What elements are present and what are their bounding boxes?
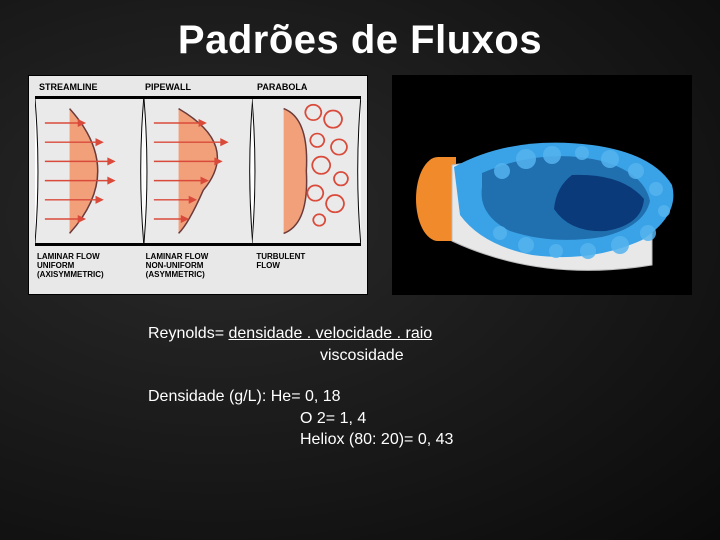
density-o2: O 2= 1, 4 bbox=[148, 408, 720, 430]
formula-numerator: densidade . velocidade . raio bbox=[229, 325, 433, 342]
top-label-streamline: STREAMLINE bbox=[35, 82, 143, 92]
flow-diagram: STREAMLINE PIPEWALL PARABOLA bbox=[28, 75, 368, 295]
pipe-laminar-uniform bbox=[35, 96, 144, 246]
bottom-label-2: LAMINAR FLOWNON-UNIFORM(ASYMMETRIC) bbox=[142, 252, 251, 280]
density-heliox: Heliox (80: 20)= 0, 43 bbox=[148, 429, 720, 451]
pipe-laminar-nonuniform bbox=[144, 96, 253, 246]
bottom-label-3: TURBULENTFLOW bbox=[250, 252, 361, 280]
text-block: Reynolds= densidade . velocidade . raio … bbox=[0, 323, 720, 451]
reynolds-formula: Reynolds= densidade . velocidade . raio bbox=[148, 323, 720, 345]
pipe-turbulent bbox=[252, 96, 361, 246]
figures-row: STREAMLINE PIPEWALL PARABOLA bbox=[0, 75, 720, 295]
slide-title: Padrões de Fluxos bbox=[0, 0, 720, 75]
flow-top-labels: STREAMLINE PIPEWALL PARABOLA bbox=[35, 82, 361, 92]
flow-pipes bbox=[35, 96, 361, 246]
top-label-pipewall: PIPEWALL bbox=[143, 82, 253, 92]
density-header: Densidade (g/L): He= 0, 18 bbox=[148, 386, 720, 408]
formula-denominator: viscosidade bbox=[148, 345, 720, 367]
bottom-label-1: LAMINAR FLOWUNIFORM(AXISYMMETRIC) bbox=[35, 252, 142, 280]
top-label-parabola: PARABOLA bbox=[253, 82, 361, 92]
density-block: Densidade (g/L): He= 0, 18 O 2= 1, 4 Hel… bbox=[148, 386, 720, 451]
formula-prefix: Reynolds= bbox=[148, 325, 229, 342]
turbulent-render bbox=[392, 75, 692, 295]
flow-bottom-labels: LAMINAR FLOWUNIFORM(AXISYMMETRIC) LAMINA… bbox=[35, 252, 361, 280]
